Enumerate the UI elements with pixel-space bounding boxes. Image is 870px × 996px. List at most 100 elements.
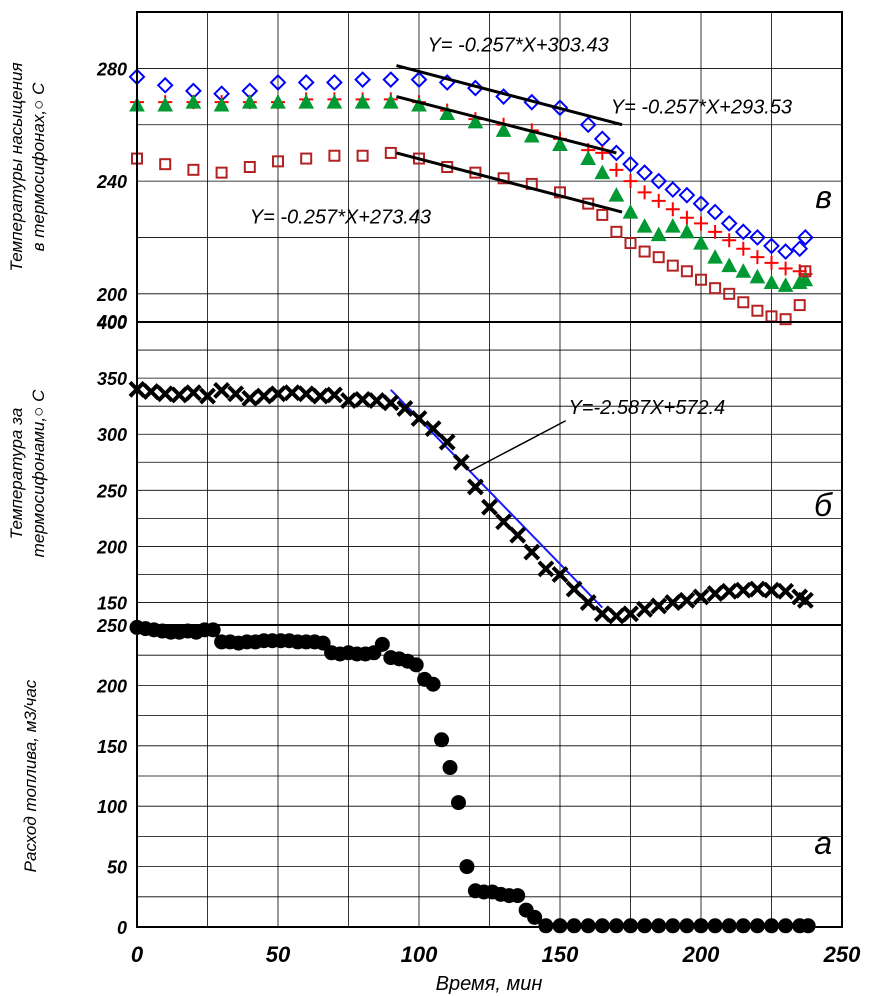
data-point xyxy=(552,918,568,934)
data-point xyxy=(651,918,667,934)
data-point xyxy=(764,255,779,270)
data-point xyxy=(527,909,543,925)
trend-equation: Y= -0.257*X+293.53 xyxy=(611,96,792,118)
data-point xyxy=(538,918,554,934)
label-layer: Время, мин Температуры насыщения в термоси… xyxy=(7,34,833,995)
y-axis-label: в термосифонах,○ С xyxy=(29,82,48,251)
trend-line xyxy=(390,389,604,609)
data-point xyxy=(300,152,313,165)
data-point xyxy=(354,94,371,109)
data-point xyxy=(791,240,809,258)
data-point xyxy=(610,225,623,238)
data-point xyxy=(442,760,458,776)
data-point xyxy=(736,241,751,256)
data-point xyxy=(552,136,568,151)
y-tick-label: 400 xyxy=(96,313,127,333)
data-point xyxy=(796,229,814,246)
data-point xyxy=(708,224,723,239)
data-point xyxy=(185,94,202,109)
data-point xyxy=(636,600,654,618)
y-tick-label: 200 xyxy=(96,676,127,696)
y-axis-label: Температуры насыщения xyxy=(7,62,26,271)
data-point xyxy=(763,581,780,599)
data-point xyxy=(652,251,665,264)
data-point xyxy=(608,187,625,202)
data-point xyxy=(778,918,794,934)
data-point xyxy=(396,399,414,417)
y-tick-label: 400 xyxy=(96,312,127,332)
data-point xyxy=(777,582,795,600)
y-axis-label: Температура за xyxy=(7,408,26,540)
x-axis-label: Время, мин xyxy=(436,973,543,995)
data-point xyxy=(565,580,583,598)
data-point xyxy=(779,313,792,326)
y-tick-label: 200 xyxy=(96,537,127,557)
data-point xyxy=(269,74,287,91)
data-point xyxy=(297,74,315,91)
data-point xyxy=(622,155,639,173)
data-point xyxy=(695,273,707,286)
data-point xyxy=(751,304,764,317)
data-point xyxy=(434,732,450,748)
trend-equation: Y= -0.257*X+273.43 xyxy=(250,206,431,228)
x-tick-label: 50 xyxy=(266,942,291,967)
data-point xyxy=(800,918,816,934)
tick-layer: 0 50 100 150 200 250 200 240 280 400 150 200 250 300 3… xyxy=(96,59,861,967)
data-point xyxy=(723,287,736,300)
x-tick-label: 150 xyxy=(542,942,579,967)
data-point xyxy=(694,216,708,231)
y-tick-label: 150 xyxy=(97,737,127,757)
data-point xyxy=(693,235,709,250)
trend-line xyxy=(396,64,623,127)
data-point xyxy=(551,99,569,117)
data-point xyxy=(156,385,174,403)
y-tick-label: 0 xyxy=(117,918,127,938)
data-point xyxy=(637,185,652,200)
y-tick-label: 300 xyxy=(97,425,127,445)
trend-line xyxy=(396,151,623,214)
data-point xyxy=(748,229,766,246)
data-point xyxy=(424,420,442,438)
data-point xyxy=(382,94,399,109)
data-point xyxy=(593,130,611,148)
data-point xyxy=(707,249,723,264)
data-point xyxy=(579,594,597,611)
data-point xyxy=(354,391,372,408)
data-point xyxy=(609,162,624,177)
x-tick-label: 0 xyxy=(131,942,144,967)
data-point xyxy=(763,237,780,255)
data-point xyxy=(205,622,221,638)
data-point xyxy=(636,218,653,233)
data-point xyxy=(187,163,200,176)
data-point xyxy=(283,384,301,402)
data-point xyxy=(665,202,680,217)
data-point xyxy=(270,94,286,109)
data-point xyxy=(692,195,710,213)
data-point xyxy=(410,71,428,89)
data-point xyxy=(269,385,287,403)
data-point xyxy=(215,166,228,179)
panel-label: а xyxy=(814,825,832,861)
data-point xyxy=(523,127,540,143)
data-point xyxy=(636,164,654,182)
data-point xyxy=(594,918,610,934)
data-point xyxy=(764,918,779,934)
data-point xyxy=(650,597,668,615)
data-point xyxy=(678,186,696,204)
data-point xyxy=(778,261,793,276)
data-point xyxy=(679,223,695,239)
y-axis-label: термосифонами,○ С xyxy=(29,389,48,557)
data-point xyxy=(213,96,230,112)
data-point xyxy=(340,392,357,409)
data-point xyxy=(184,384,202,402)
data-point xyxy=(596,208,609,221)
data-point xyxy=(709,282,722,295)
data-point xyxy=(551,566,569,583)
data-point xyxy=(298,94,315,109)
data-point xyxy=(566,918,582,934)
data-point xyxy=(243,161,256,173)
data-point xyxy=(607,607,625,625)
plot-frame xyxy=(136,11,843,928)
